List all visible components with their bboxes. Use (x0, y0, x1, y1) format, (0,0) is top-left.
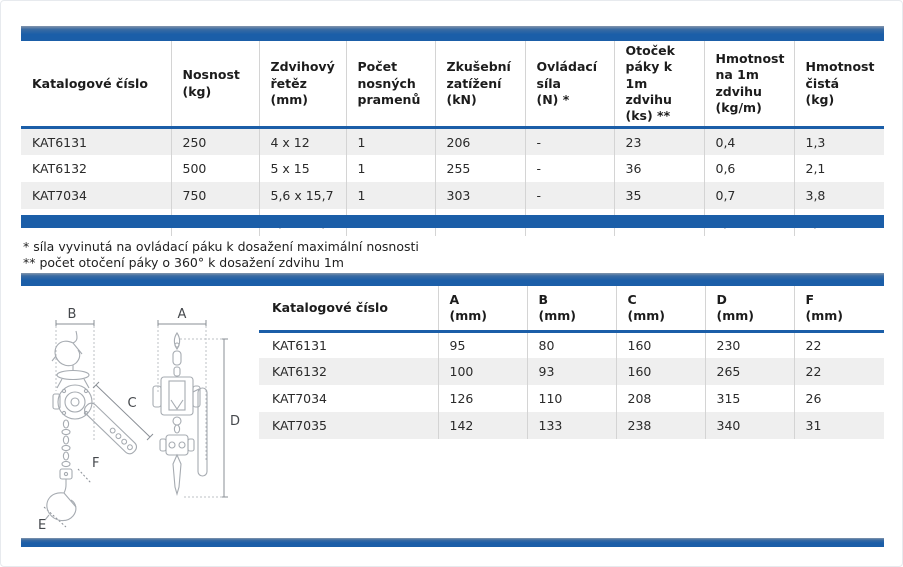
cell: 35 (614, 181, 705, 209)
cell: 238 (616, 412, 706, 439)
cell: - (525, 154, 615, 182)
footnotes: * síla vyvinutá na ovládací páku k dosaž… (23, 239, 419, 271)
cell: 265 (705, 358, 795, 385)
cell-catalog-number: KAT7035 (259, 412, 439, 439)
dimension-table: Katalogové číslo A (mm) B (mm) C (mm) D … (259, 286, 884, 439)
table-row: KAT7035 142 133 238 340 31 (259, 412, 884, 439)
cell: 1,3 (805, 134, 826, 150)
footnote-line: * síla vyvinutá na ovládací páku k dosaž… (23, 239, 419, 254)
cell-catalog-number: KAT6131 (21, 127, 172, 155)
column-header: C (mm) (616, 286, 706, 331)
cell-catalog-number: KAT7034 (259, 385, 439, 412)
table-row: KAT6131 250 4 x 12 1 206 - 23 0,4 1,3 (21, 127, 884, 155)
cell: 133 (527, 412, 617, 439)
cell: 1 (346, 181, 436, 209)
column-header: Hmotnost čistá (kg) (794, 41, 884, 128)
cell-catalog-number: KAT7034 (21, 181, 172, 209)
cell: 93 (527, 358, 617, 385)
cell: 0,6 (704, 154, 795, 182)
cell: 80 (527, 331, 617, 358)
column-header: Katalogové číslo (21, 41, 172, 128)
column-header: Katalogové číslo (259, 286, 439, 331)
cell: 160 (616, 358, 706, 385)
cell: 36 (614, 154, 705, 182)
cell-catalog-number: KAT6132 (21, 154, 172, 182)
cell: 3,8 (805, 187, 826, 203)
cell: 142 (438, 412, 528, 439)
column-header: Počet nosných pramenů (346, 41, 436, 128)
cell: 110 (527, 385, 617, 412)
footnote-line: ** počet otočení páky o 360° k dosažení … (23, 255, 344, 270)
column-header: A (mm) (438, 286, 528, 331)
cell: 1 (346, 154, 436, 182)
section-divider-bar (21, 26, 884, 41)
cell: 5 x 15 (259, 154, 347, 182)
dimension-lines-side (157, 320, 228, 498)
cell: 315 (705, 385, 795, 412)
cell: 26 (805, 391, 822, 406)
hoist-side-view (152, 332, 208, 497)
dim-label-C: C (127, 396, 136, 411)
cell: - (525, 127, 615, 155)
cell: 750 (171, 181, 260, 209)
cell: 95 (438, 331, 528, 358)
dim-label-F: F (92, 456, 99, 471)
cell: 22 (805, 364, 822, 379)
dimension-table-header-row: Katalogové číslo A (mm) B (mm) C (mm) D … (259, 286, 884, 331)
column-header: Otoček páky k 1m zdvihu (ks) ** (614, 41, 705, 128)
column-header: D (mm) (705, 286, 795, 331)
cell: 1 (346, 127, 436, 155)
cell: 5,6 x 15,7 (259, 181, 347, 209)
column-header: Hmotnost na 1m zdvihu (kg/m) (704, 41, 795, 128)
section-divider-bar (21, 273, 884, 286)
spec-table: Katalogové číslo Nosnost (kg) Zdvihový ř… (21, 41, 884, 236)
cell: 23 (614, 127, 705, 155)
table-row: KAT7034 750 5,6 x 15,7 1 303 - 35 0,7 3,… (21, 181, 884, 209)
cell: 2,1 (805, 160, 826, 176)
cell: 206 (435, 127, 526, 155)
section-divider-bar (21, 215, 884, 228)
cell: - (525, 181, 615, 209)
hoist-front-view (44, 330, 138, 522)
cell: 303 (435, 181, 526, 209)
cell: 22 (805, 337, 822, 353)
cell: 31 (805, 418, 822, 433)
cell-catalog-number: KAT6132 (259, 358, 439, 385)
cell: 208 (616, 385, 706, 412)
table-row: KAT6131 95 80 160 230 22 (259, 331, 884, 358)
column-header: Nosnost (kg) (171, 41, 260, 128)
cell: 250 (171, 127, 260, 155)
column-header: B (mm) (527, 286, 617, 331)
column-header: Zkušební zatížení (kN) (435, 41, 526, 128)
cell: 500 (171, 154, 260, 182)
cell: 230 (705, 331, 795, 358)
cell-catalog-number: KAT6131 (259, 331, 439, 358)
hoist-dimension-drawing: B A C D E F (26, 293, 256, 535)
table-row: KAT6132 500 5 x 15 1 255 - 36 0,6 2,1 (21, 154, 884, 182)
cell: 4 x 12 (259, 127, 347, 155)
dim-label-B: B (68, 307, 77, 322)
column-header: F (mm) (794, 286, 884, 331)
column-header: Ovládací síla (N) * (525, 41, 615, 128)
table-row: KAT6132 100 93 160 265 22 (259, 358, 884, 385)
spec-table-header-row: Katalogové číslo Nosnost (kg) Zdvihový ř… (21, 41, 884, 128)
column-header: Zdvihový řetěz (mm) (259, 41, 347, 128)
table-row: KAT7034 126 110 208 315 26 (259, 385, 884, 412)
cell: 255 (435, 154, 526, 182)
dimension-lines-front (43, 320, 154, 528)
cell: 0,7 (704, 181, 795, 209)
cell: 126 (438, 385, 528, 412)
dim-label-E: E (38, 518, 46, 533)
section-divider-bar (21, 538, 884, 547)
dim-label-A: A (178, 307, 187, 322)
cell: 100 (438, 358, 528, 385)
cell: 160 (616, 331, 706, 358)
dim-label-D: D (230, 414, 240, 429)
cell: 340 (705, 412, 795, 439)
cell: 0,4 (704, 127, 795, 155)
